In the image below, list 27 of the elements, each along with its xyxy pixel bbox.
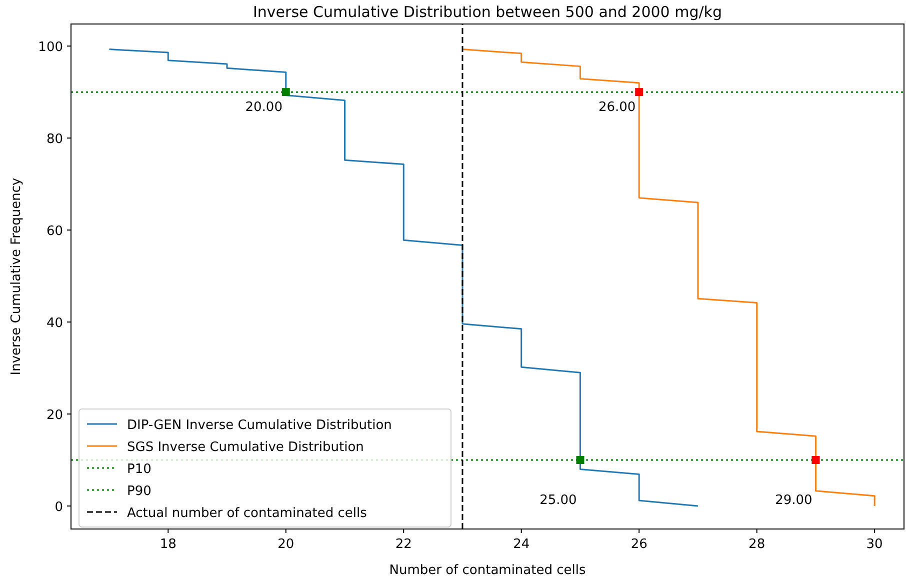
legend-label: Actual number of contaminated cells [127, 506, 368, 521]
line-series [462, 48, 876, 507]
x-tick-label: 20 [278, 537, 294, 552]
x-tick-label: 24 [513, 537, 530, 552]
line-series [108, 48, 699, 507]
y-axis-title: Inverse Cumulative Frequency [9, 177, 24, 376]
x-tick-label: 26 [630, 537, 648, 552]
legend-label: P90 [127, 484, 152, 499]
x-tick-label: 30 [866, 537, 883, 552]
annotation: 25.00 [540, 493, 577, 508]
x-tick-label: 18 [160, 537, 176, 552]
annotation: 29.00 [775, 493, 812, 508]
y-tick-label: 40 [46, 316, 63, 332]
y-tick-label: 100 [38, 40, 63, 56]
legend-label: DIP-GEN Inverse Cumulative Distribution [127, 418, 392, 433]
y-tick-label: 60 [46, 224, 63, 240]
annotation: 26.00 [598, 100, 636, 116]
annotation: 20.00 [245, 100, 282, 116]
x-tick-label: 22 [395, 537, 412, 552]
y-tick-label: 20 [46, 408, 63, 424]
legend-label: P10 [127, 462, 152, 477]
y-tick-label: 0 [54, 500, 63, 516]
x-tick-label: 28 [748, 537, 766, 552]
y-tick-label: 80 [46, 132, 63, 148]
legend-label: SGS Inverse Cumulative Distribution [127, 440, 364, 455]
x-axis-title: Number of contaminated cells [389, 563, 586, 578]
chart-title: Inverse Cumulative Distribution between 500 and 2000 mg/kg [252, 3, 722, 21]
